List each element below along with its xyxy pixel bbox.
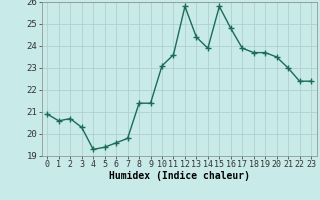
X-axis label: Humidex (Indice chaleur): Humidex (Indice chaleur) — [109, 171, 250, 181]
